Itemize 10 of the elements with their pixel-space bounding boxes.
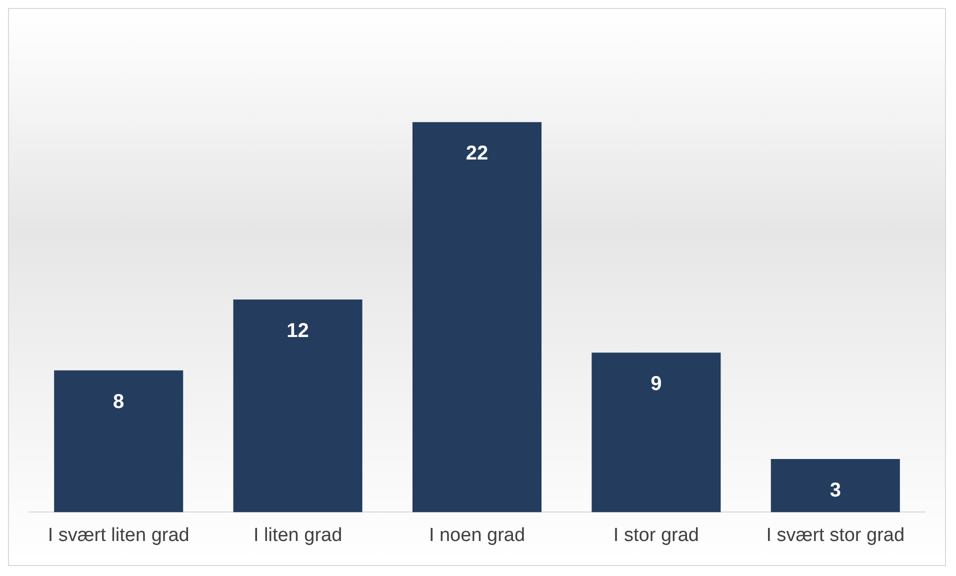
data-label: 22 [466,142,488,165]
x-tick-label: I stor grad [613,524,699,546]
x-tick-label: I svært stor grad [766,524,905,546]
x-tick-label: I noen grad [428,524,526,546]
data-label: 3 [830,480,841,502]
data-label: 12 [286,320,309,342]
data-label: 8 [113,390,124,413]
x-tick-label: I svært liten grad [48,524,190,546]
data-label: 9 [650,373,662,396]
x-tick-label: I liten grad [253,524,342,546]
